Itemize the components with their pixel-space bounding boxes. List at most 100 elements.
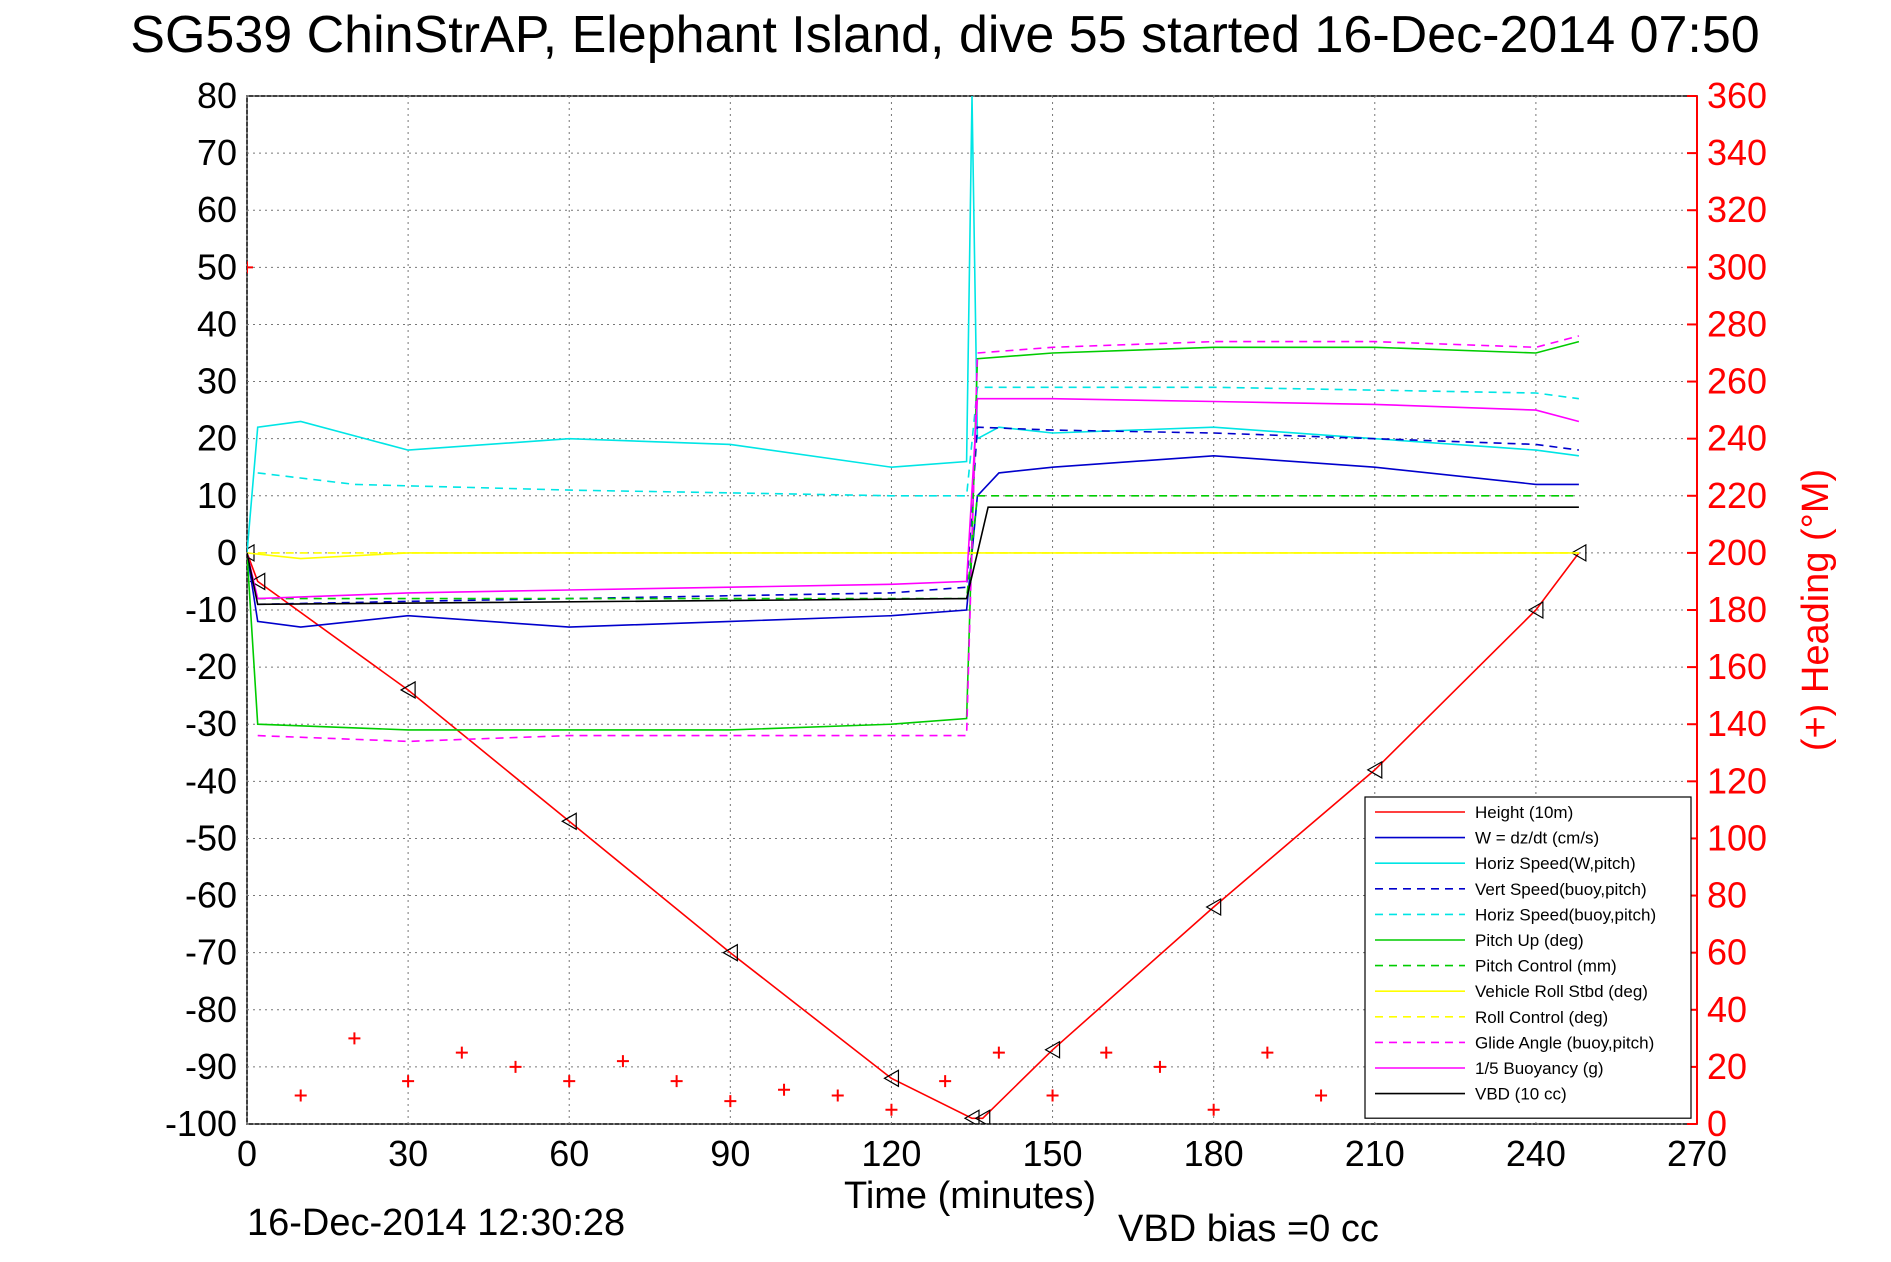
y-left-tick-label: -40 <box>185 760 237 801</box>
y-left-tick-label: 60 <box>197 189 237 230</box>
heading-marker <box>670 1075 683 1088</box>
y-left-tick-label: 80 <box>197 75 237 116</box>
y-right-tick-label: 100 <box>1707 817 1767 858</box>
x-tick-label: 0 <box>237 1133 257 1174</box>
y-left-tick-label: 20 <box>197 418 237 459</box>
legend-label: 1/5 Buoyancy (g) <box>1475 1059 1604 1078</box>
series-line-pitch-control-mm <box>257 494 1579 600</box>
legend-label: VBD (10 cc) <box>1475 1085 1567 1104</box>
heading-marker <box>247 261 253 274</box>
y-left-tick-label: -30 <box>185 703 237 744</box>
depth-marker <box>561 812 577 831</box>
legend-box <box>1364 796 1692 1119</box>
y-right-tick-label: 200 <box>1707 532 1767 573</box>
x-tick-label: 60 <box>549 1133 589 1174</box>
heading-marker <box>1261 1046 1274 1059</box>
y-right-tick-label: 360 <box>1707 75 1767 116</box>
y-right-tick-label: 180 <box>1707 589 1767 630</box>
y-left-tick-label: -80 <box>185 989 237 1030</box>
legend-label: Pitch Up (deg) <box>1475 931 1584 950</box>
depth-marker <box>883 1069 900 1088</box>
series-line-1-5-buoyancy-g <box>247 397 1580 600</box>
y-right-tick-label: 140 <box>1707 703 1767 744</box>
series-line-vehicle-roll-stbd-deg <box>247 552 1579 560</box>
y-left-tick-label: -60 <box>185 875 237 916</box>
x-axis-ticks: 0 30 60 90 120 150 180 210 240 270 <box>237 1133 1727 1174</box>
heading-marker <box>992 1046 1005 1059</box>
legend-label: Vehicle Roll Stbd (deg) <box>1475 982 1648 1001</box>
legend-label: Roll Control (deg) <box>1475 1008 1608 1027</box>
depth-marker <box>399 680 416 699</box>
chart-title: SG539 ChinStrAP, Elephant Island, dive 5… <box>130 6 1759 64</box>
legend-label: Glide Angle (buoy,pitch) <box>1475 1033 1654 1052</box>
y-left-tick-label: 30 <box>197 361 237 402</box>
y-axis-left-ticks: 80 70 60 50 40 30 20 10 0 -10 -20 -30 -40 -50 -60 -70 -8… <box>165 75 237 1144</box>
heading-marker <box>724 1095 737 1108</box>
x-tick-label: 210 <box>1345 1133 1405 1174</box>
heading-marker <box>348 1032 361 1045</box>
depth-marker <box>963 1109 980 1124</box>
heading-marker <box>455 1046 468 1059</box>
heading-marker <box>885 1103 898 1116</box>
y-right-tick-label: 300 <box>1707 246 1767 287</box>
y-right-tick-label: 120 <box>1707 760 1767 801</box>
heading-marker <box>509 1060 522 1073</box>
x-tick-label: 150 <box>1023 1133 1083 1174</box>
series-line-horiz-speed-w-pitch <box>247 96 1580 553</box>
depth-marker <box>974 1109 991 1124</box>
legend-label: Horiz Speed(W,pitch) <box>1475 854 1636 873</box>
x-tick-label: 120 <box>861 1133 921 1174</box>
y-right-tick-label: 20 <box>1707 1046 1747 1087</box>
footer-vbd-bias: VBD bias =0 cc <box>1118 1208 1379 1250</box>
heading-marker <box>402 1075 415 1088</box>
depth-marker <box>1044 1040 1061 1059</box>
y-left-tick-label: -70 <box>185 932 237 973</box>
y-left-tick-label: -20 <box>185 646 237 687</box>
y-left-tick-label: 70 <box>197 132 237 173</box>
heading-marker <box>778 1083 791 1096</box>
heading-marker <box>939 1075 952 1088</box>
series-lines <box>247 96 1587 1124</box>
depth-marker <box>722 943 738 962</box>
y-left-tick-label: -10 <box>185 589 237 630</box>
y-right-tick-label: 220 <box>1707 475 1767 516</box>
depth-marker <box>249 572 266 591</box>
series-line-height-10m <box>247 552 1580 1120</box>
heading-marker <box>563 1075 576 1088</box>
y-axis-right-label: (+) Heading (°M) <box>1795 469 1837 751</box>
y-right-tick-label: 160 <box>1707 646 1767 687</box>
heading-marker <box>1207 1103 1220 1116</box>
legend-label: Vert Speed(buoy,pitch) <box>1475 880 1647 899</box>
depth-marker <box>1570 543 1587 562</box>
heading-marker <box>616 1055 629 1068</box>
y-axis-right-ticks: 3603403203002802602402202001801601401201… <box>1687 75 1767 1144</box>
series-line-w-dz-dt-cm-s <box>247 454 1579 628</box>
x-tick-label: 180 <box>1184 1133 1244 1174</box>
grid-lines <box>246 95 1698 1125</box>
y-right-tick-label: 0 <box>1707 1103 1727 1144</box>
x-tick-label: 30 <box>388 1133 428 1174</box>
depth-marker <box>1527 600 1544 620</box>
series-line-pitch-up-deg <box>247 340 1580 731</box>
footer-timestamp: 16-Dec-2014 12:30:28 <box>247 1202 626 1244</box>
legend-label: Horiz Speed(buoy,pitch) <box>1475 905 1656 924</box>
y-right-tick-label: 320 <box>1707 189 1767 230</box>
depth-marker <box>1205 897 1222 917</box>
y-left-tick-label: -90 <box>185 1046 237 1087</box>
y-left-tick-label: -50 <box>185 817 237 858</box>
series-line-vbd-10-cc <box>247 506 1579 606</box>
heading-marker <box>1100 1046 1113 1059</box>
x-tick-label: 240 <box>1506 1133 1566 1174</box>
legend-label: Pitch Control (mm) <box>1475 957 1617 976</box>
y-left-tick-label: -100 <box>165 1103 237 1144</box>
legend-label: Height (10m) <box>1475 803 1573 822</box>
y-right-tick-label: 40 <box>1707 989 1747 1030</box>
y-left-tick-label: 10 <box>197 475 237 516</box>
series-line-glide-angle-buoy-pitch <box>257 335 1580 743</box>
y-right-tick-label: 80 <box>1707 875 1747 916</box>
y-left-tick-label: 50 <box>197 246 237 287</box>
legend-label: W = dz/dt (cm/s) <box>1475 829 1599 848</box>
heading-marker <box>1315 1089 1328 1102</box>
y-right-tick-label: 60 <box>1707 932 1747 973</box>
heading-marker <box>1046 1089 1059 1102</box>
